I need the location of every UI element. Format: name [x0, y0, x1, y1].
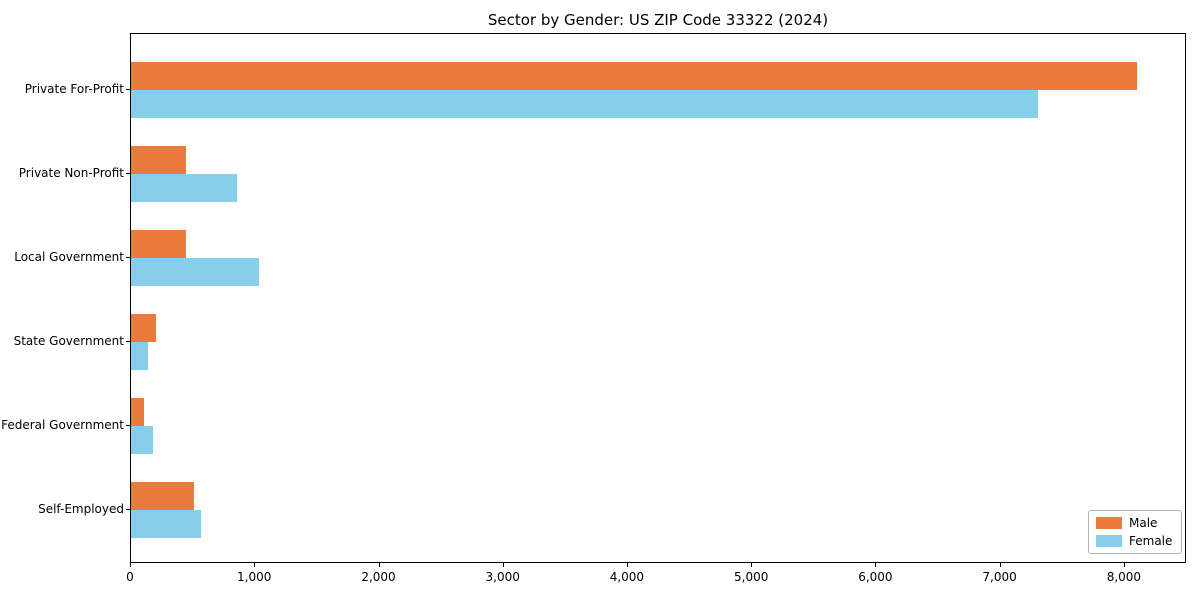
y-axis-label-4: Federal Government: [1, 418, 124, 432]
x-axis-tick: [999, 563, 1001, 567]
bar-male-5: [131, 482, 195, 510]
x-axis-tick-label-2: 2,000: [361, 570, 396, 584]
bar-male-0: [131, 62, 1138, 90]
y-axis-label-2: Local Government: [14, 250, 124, 264]
x-axis-tick-label-4: 4,000: [609, 570, 645, 584]
y-axis-tick: [126, 257, 130, 258]
x-axis-tick-label-6: 6,000: [858, 570, 893, 584]
x-axis-tick-label-1: 1,000: [237, 570, 272, 584]
bar-male-2: [131, 230, 187, 258]
legend-swatch-female: [1096, 535, 1122, 547]
x-axis-tick: [502, 563, 504, 567]
bar-female-3: [131, 342, 149, 370]
legend-item-male: Male: [1096, 516, 1172, 530]
bar-female-4: [131, 426, 154, 454]
plot-area: [130, 33, 1186, 563]
x-axis-tick: [751, 563, 753, 567]
x-axis-tick-label-0: 0: [126, 570, 134, 584]
legend-swatch-male: [1096, 517, 1122, 529]
x-axis-tick: [130, 563, 131, 567]
legend-item-female: Female: [1096, 534, 1172, 548]
legend-label: Male: [1129, 516, 1158, 530]
y-axis-label-3: State Government: [13, 334, 124, 348]
x-axis-tick: [626, 563, 628, 567]
y-axis-label-1: Private Non-Profit: [18, 166, 124, 180]
x-axis-tick: [1123, 563, 1125, 567]
y-axis-tick: [126, 173, 130, 174]
y-axis-tick: [126, 341, 130, 342]
x-axis-tick: [254, 563, 256, 567]
y-axis-tick: [126, 509, 130, 510]
bar-male-3: [131, 314, 156, 342]
x-axis-tick: [378, 563, 380, 567]
x-axis-tick-label-3: 3,000: [485, 570, 520, 584]
bar-female-5: [131, 510, 202, 538]
x-axis-tick-label-8: 8,000: [1106, 570, 1142, 584]
bar-female-2: [131, 258, 259, 286]
y-axis-tick: [126, 89, 130, 90]
bar-female-1: [131, 174, 237, 202]
y-axis-tick: [126, 425, 130, 426]
legend-label: Female: [1129, 534, 1173, 548]
chart-title: Sector by Gender: US ZIP Code 33322 (202…: [487, 11, 829, 29]
y-axis-label-5: Self-Employed: [38, 502, 124, 516]
x-axis-tick-label-5: 5,000: [734, 570, 769, 584]
legend: Male Female: [1088, 510, 1183, 554]
y-axis-label-0: Private For-Profit: [24, 82, 124, 96]
bar-male-4: [131, 398, 144, 426]
x-axis-tick: [875, 563, 877, 567]
bar-male-1: [131, 146, 186, 174]
bar-female-0: [131, 90, 1038, 118]
x-axis-tick-label-7: 7,000: [982, 570, 1017, 584]
